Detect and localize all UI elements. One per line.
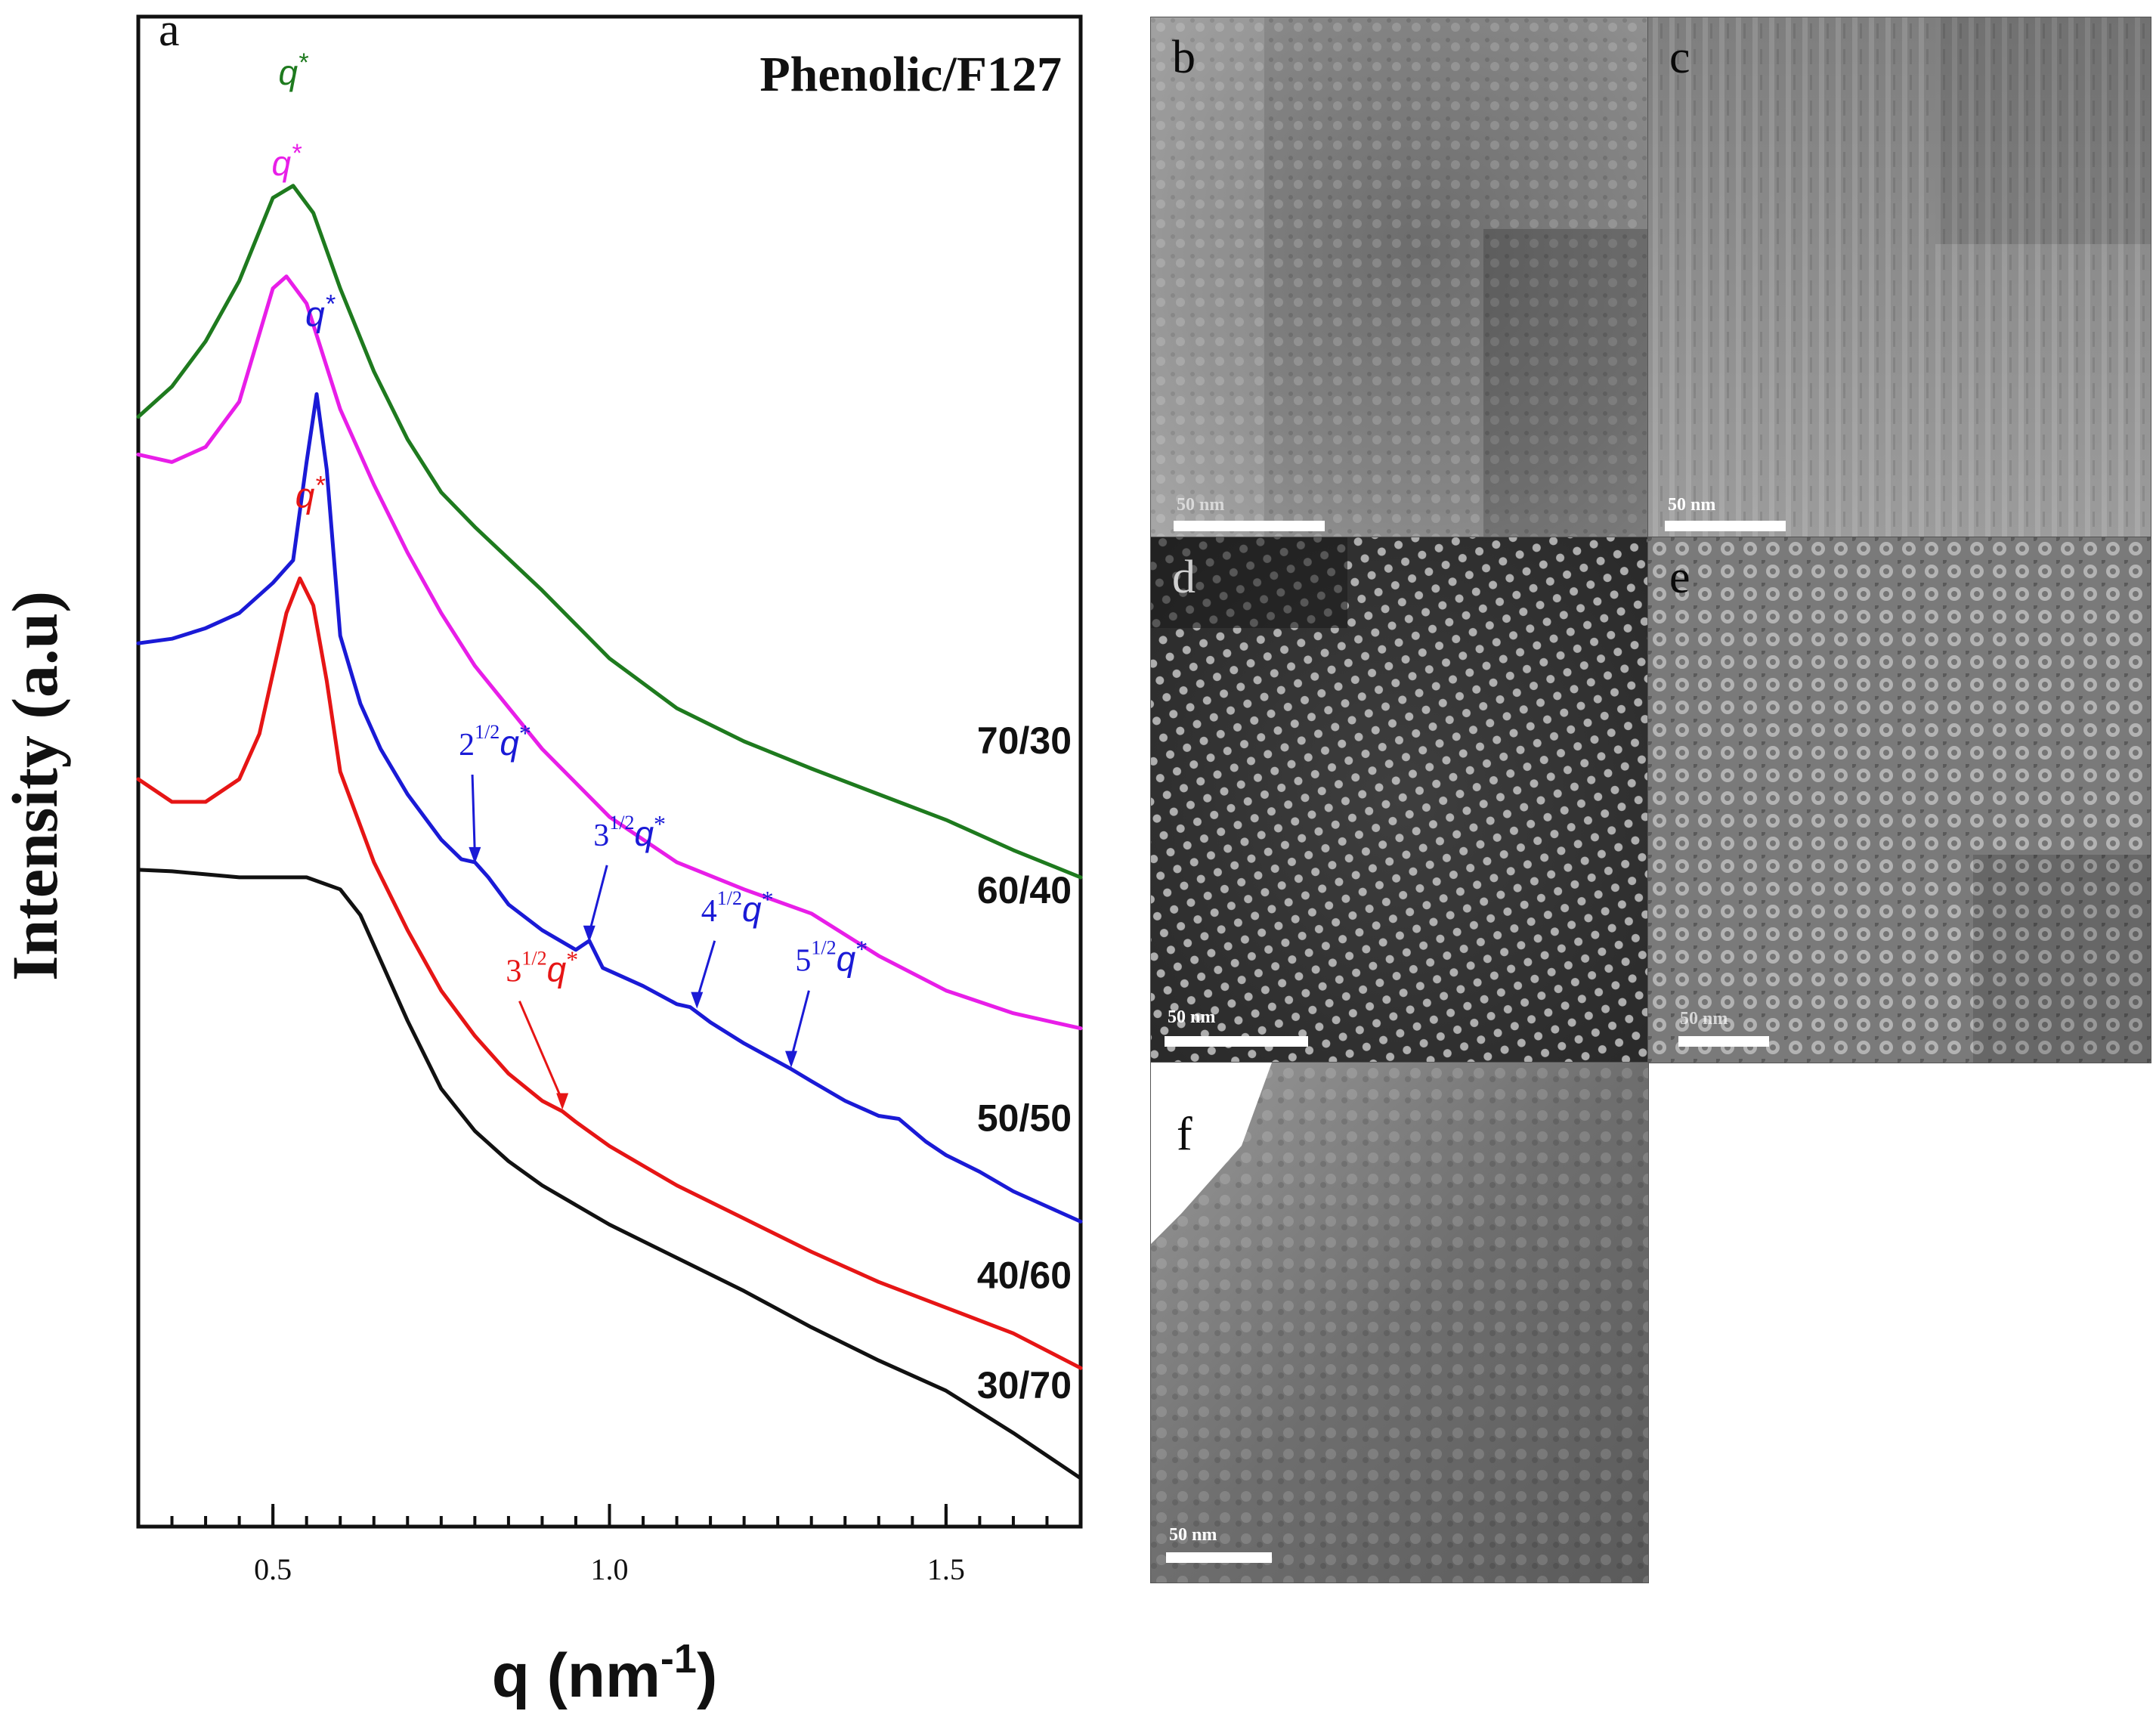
peak-label-40-60: q* xyxy=(295,471,326,515)
harmonic-arrow-head-3 xyxy=(784,1050,797,1068)
y-axis-label: Intensity (a.u) xyxy=(0,591,71,981)
series-label-40-60: 40/60 xyxy=(977,1254,1072,1296)
x-tick-label-0.5: 0.5 xyxy=(254,1552,292,1586)
x-axis-label-sup: -1 xyxy=(660,1636,697,1682)
series-label-50-50: 50/50 xyxy=(977,1097,1072,1140)
plot-frame: 0.5 1.0 1.5 xyxy=(136,14,1083,1586)
x-axis-label-close: ) xyxy=(697,1641,717,1710)
scale-label-d: 50 nm xyxy=(1168,1007,1216,1027)
scale-label-c: 50 nm xyxy=(1668,495,1716,515)
series-label-60-40: 60/40 xyxy=(977,869,1072,911)
series-label-70-30: 70/30 xyxy=(977,719,1072,762)
x-tick-label-1.0: 1.0 xyxy=(591,1552,629,1586)
harmonic-arrow-head-2 xyxy=(691,992,704,1009)
harmonic-arrow-line-3 xyxy=(790,990,810,1059)
scale-bar-b xyxy=(1174,521,1325,531)
peak-label-60-40: q* xyxy=(272,139,303,183)
series-group xyxy=(136,184,1083,1480)
scale-bar-d xyxy=(1165,1036,1308,1047)
series-line-70-30 xyxy=(136,184,1083,880)
harmonic-label-1: 31/2q* xyxy=(593,810,666,853)
harmonic-arrow-line-0 xyxy=(471,774,476,855)
panel-letter-a: a xyxy=(159,5,180,56)
tem-image-d: d 50 nm xyxy=(1150,537,1649,1063)
scale-bar-e xyxy=(1678,1036,1769,1047)
series-line-30-70 xyxy=(136,868,1083,1480)
x-tick-label-1.5: 1.5 xyxy=(927,1552,965,1586)
harmonic-arrow-line-4 xyxy=(518,1001,564,1102)
series-line-40-60 xyxy=(136,576,1083,1370)
panel-letter-b: b xyxy=(1172,32,1196,83)
plot-frame-rect xyxy=(136,14,1083,1529)
harmonic-label-3: 51/2q* xyxy=(795,936,868,979)
scale-bar-c xyxy=(1665,521,1786,531)
series-line-60-40 xyxy=(136,274,1083,1031)
peak-label-70-30: q* xyxy=(278,48,309,92)
tem-image-c-texture xyxy=(1648,17,2151,537)
scale-label-e: 50 nm xyxy=(1680,1009,1728,1029)
harmonic-arrow-line-2 xyxy=(695,940,716,1001)
harmonic-arrow-line-1 xyxy=(588,865,608,934)
harmonic-label-0: 21/2q* xyxy=(459,719,531,763)
peak-label-50-50: q* xyxy=(305,290,336,334)
harmonic-arrow-head-4 xyxy=(556,1093,569,1110)
scale-label-b: 50 nm xyxy=(1177,495,1225,515)
tem-image-e-texture xyxy=(1648,537,2151,1063)
tem-image-c: c 50 nm xyxy=(1647,17,2151,538)
tem-image-d-texture xyxy=(1151,537,1648,1063)
harmonic-arrow-head-0 xyxy=(469,846,481,864)
panel-letter-d: d xyxy=(1172,552,1196,603)
series-label-30-70: 30/70 xyxy=(977,1364,1072,1406)
harmonic-label-4: 31/2q* xyxy=(506,946,578,989)
annotation-group: 70/30 60/40 50/50 40/60 30/70 q* q* q* q* 21/2q* 3… xyxy=(272,48,1072,1406)
x-axis-label: q (nm-1) xyxy=(492,1636,718,1710)
scale-label-f: 50 nm xyxy=(1169,1525,1217,1545)
x-axis-label-main: q (nm xyxy=(492,1641,660,1710)
saxs-chart: 0.5 1.0 1.5 70/30 60/40 50/50 40/60 30/70 q* q* q… xyxy=(0,5,1083,1710)
scale-bar-f xyxy=(1166,1552,1272,1563)
chart-title: Phenolic/F127 xyxy=(759,47,1062,102)
tem-image-e: e 50 nm xyxy=(1647,537,2151,1063)
harmonic-label-2: 41/2q* xyxy=(701,886,774,929)
tem-image-f-texture xyxy=(1151,1063,1648,1583)
tem-image-b: b 50 nm xyxy=(1150,17,1649,538)
panel-letter-f: f xyxy=(1177,1109,1192,1160)
tem-image-f: f 50 nm xyxy=(1150,1062,1649,1583)
panel-letter-c: c xyxy=(1669,32,1690,83)
harmonic-arrow-head-1 xyxy=(583,925,595,942)
panel-letter-e: e xyxy=(1669,552,1690,603)
series-line-50-50 xyxy=(136,392,1083,1224)
tem-image-b-texture xyxy=(1151,17,1648,537)
